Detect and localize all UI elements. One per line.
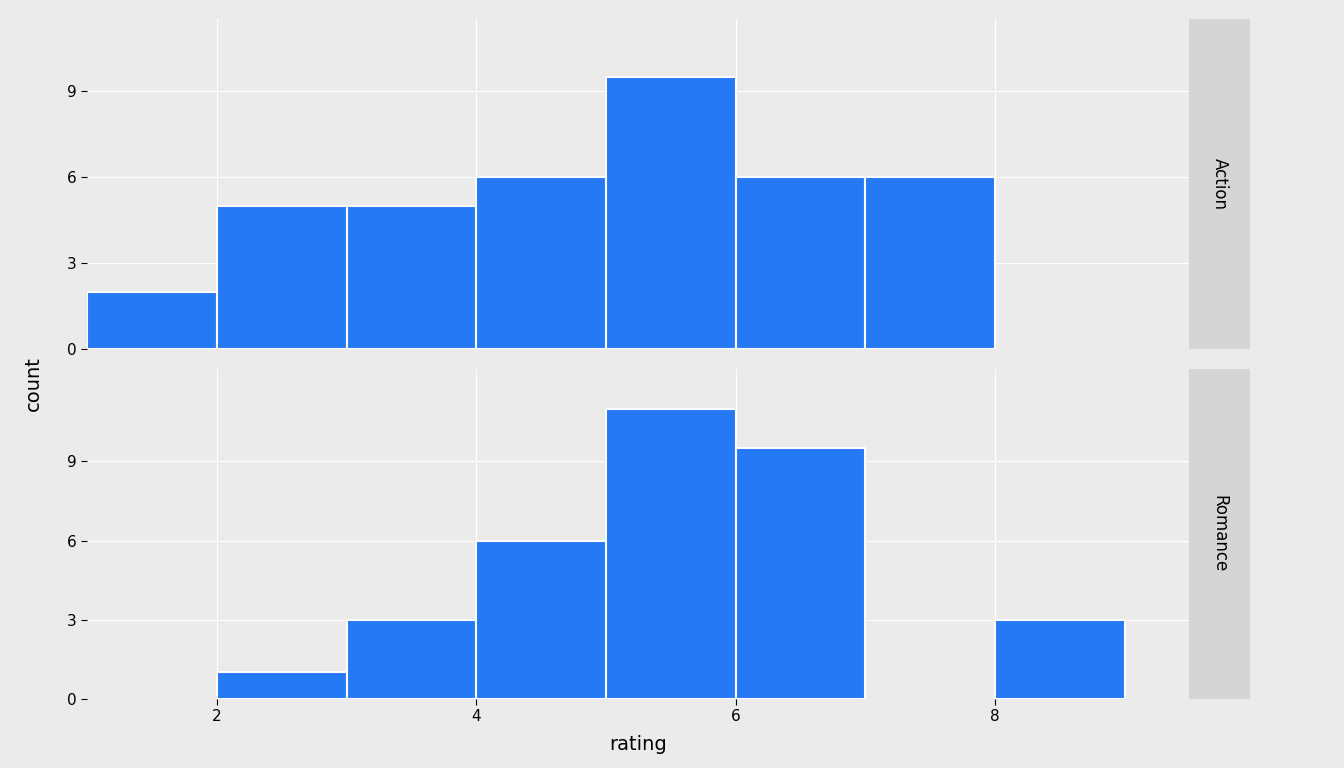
- Bar: [735, 177, 866, 349]
- Bar: [866, 177, 995, 349]
- Bar: [476, 177, 606, 349]
- Text: count: count: [24, 356, 43, 412]
- Bar: [347, 620, 476, 699]
- Bar: [476, 541, 606, 699]
- Bar: [995, 620, 1125, 699]
- Bar: [216, 206, 347, 349]
- Bar: [606, 409, 735, 699]
- Bar: [606, 77, 735, 349]
- X-axis label: rating: rating: [610, 736, 667, 754]
- Bar: [735, 448, 866, 699]
- Bar: [87, 292, 216, 349]
- Bar: [347, 206, 476, 349]
- Bar: [216, 673, 347, 699]
